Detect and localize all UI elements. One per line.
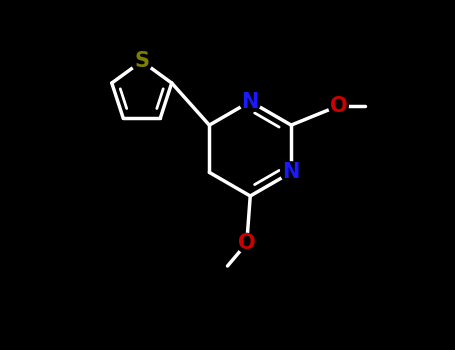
Text: O: O bbox=[238, 233, 256, 253]
Circle shape bbox=[237, 233, 257, 253]
Text: S: S bbox=[134, 51, 149, 71]
Text: N: N bbox=[283, 162, 300, 182]
Circle shape bbox=[131, 51, 152, 72]
Circle shape bbox=[281, 162, 302, 183]
Text: O: O bbox=[329, 96, 347, 116]
Circle shape bbox=[329, 96, 348, 116]
Circle shape bbox=[240, 91, 261, 112]
Text: N: N bbox=[242, 91, 259, 112]
